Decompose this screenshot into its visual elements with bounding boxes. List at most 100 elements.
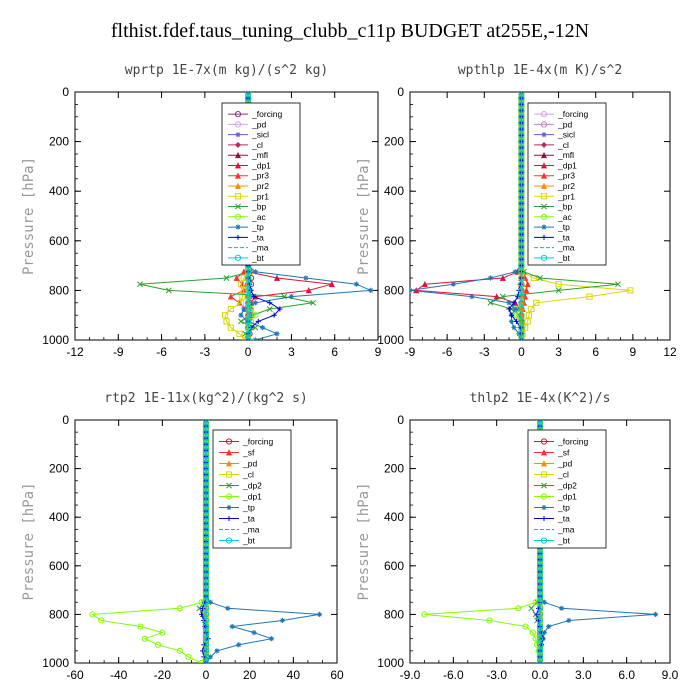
legend-item-bt: _bt	[228, 253, 264, 263]
y-tick-label: 600	[384, 559, 404, 573]
data-point	[202, 441, 210, 448]
data-point	[245, 274, 252, 282]
legend-item-pd: _pd	[219, 459, 257, 469]
y-tick-label: 800	[49, 283, 69, 297]
data-point	[518, 219, 525, 226]
data-point	[524, 318, 531, 325]
data-point	[511, 325, 517, 331]
data-point	[98, 617, 105, 624]
data-point	[202, 574, 210, 582]
data-point	[223, 275, 230, 281]
data-point	[518, 188, 525, 195]
legend-swatch-marker	[235, 203, 241, 210]
data-point	[141, 635, 148, 642]
data-point	[518, 256, 525, 263]
data-point	[518, 194, 525, 201]
data-point	[245, 305, 252, 313]
data-point	[202, 580, 210, 588]
legend-label: _ta	[557, 232, 570, 242]
x-tick-label: 6	[592, 345, 599, 359]
data-point	[202, 501, 210, 509]
x-tick-label: -60	[66, 668, 84, 682]
plot-area	[410, 92, 634, 340]
legend-item-ta: _ta	[228, 232, 264, 242]
panel-title: thlp2 1E-4x(K^2)/s	[470, 391, 611, 406]
legend: _forcing_pd_sicl_cl_mfl_dp1_pr3_pr2_pr1_…	[527, 102, 607, 266]
legend-label: _dp1	[557, 160, 577, 170]
data-point	[536, 617, 544, 624]
data-point	[202, 514, 210, 521]
legend-label: _sf	[242, 448, 255, 458]
data-point	[202, 459, 210, 466]
legend-item-ta: _ta	[534, 514, 570, 524]
x-tick-label: -3	[200, 345, 211, 359]
legend-item-tp: _tp	[534, 222, 570, 232]
legend-swatch-marker	[235, 132, 241, 138]
x-tick-label: -9	[405, 345, 416, 359]
legend-swatch-marker	[541, 482, 547, 489]
data-point	[288, 294, 295, 300]
data-point	[202, 659, 210, 663]
data-point	[245, 287, 252, 294]
data-point	[410, 287, 413, 293]
legend-swatch-marker	[541, 224, 547, 230]
data-point	[245, 92, 252, 96]
legend-swatch-marker	[226, 515, 232, 522]
legend-item-mfl: _mfl	[228, 150, 268, 160]
legend-label: _bp	[557, 202, 572, 212]
data-point	[536, 593, 544, 600]
data-point	[267, 300, 273, 306]
data-point	[303, 275, 309, 281]
x-tick-label: 60	[330, 668, 344, 682]
legend-label: _forcing	[242, 437, 274, 447]
data-point	[202, 647, 210, 654]
data-point	[518, 92, 525, 96]
y-tick-label: 1000	[42, 333, 69, 347]
data-point	[202, 532, 210, 539]
data-point	[537, 275, 543, 281]
legend-label: _bt	[557, 536, 570, 546]
legend-swatch-marker	[234, 193, 242, 200]
data-point	[506, 306, 512, 312]
legend-label: _dp1	[251, 160, 271, 170]
y-tick-label: 0	[397, 413, 404, 427]
data-point	[202, 611, 210, 618]
legend-item-tp: _tp	[228, 222, 264, 232]
y-axis-label: Pressure [hPa]	[21, 157, 37, 275]
data-point	[518, 293, 525, 300]
data-point	[240, 287, 247, 294]
x-tick-label: 9.0	[662, 668, 679, 682]
data-point	[518, 150, 525, 158]
y-tick-label: 400	[384, 184, 404, 198]
legend-swatch-marker	[234, 182, 242, 189]
legend-label: _pr2	[251, 181, 269, 191]
data-point	[518, 200, 525, 207]
data-point	[518, 132, 525, 139]
data-point	[241, 306, 247, 312]
legend-item-ac: _ac	[534, 212, 572, 222]
data-point	[202, 489, 210, 496]
series-dp1	[89, 420, 210, 663]
data-point	[154, 641, 162, 648]
data-point	[202, 544, 210, 551]
data-point	[555, 287, 562, 294]
legend-label: _tp	[251, 222, 264, 232]
legend-swatch-marker	[540, 537, 548, 544]
data-point	[202, 629, 210, 636]
legend-item-sf: _sf	[219, 448, 255, 458]
data-point	[518, 336, 525, 340]
legend-item-ta: _ta	[534, 232, 570, 242]
data-point	[536, 599, 544, 606]
legend-item-pr3: _pr3	[228, 171, 269, 181]
x-tick-label: 6.0	[618, 668, 635, 682]
y-tick-label: 200	[384, 462, 404, 476]
x-tick-label: -9	[113, 345, 124, 359]
data-point	[202, 465, 210, 472]
panel-title: rtp2 1E-11x(kg^2)/(kg^2 s)	[104, 391, 308, 406]
data-point	[536, 611, 544, 618]
legend-swatch-marker	[540, 254, 548, 261]
legend-label: _ma	[557, 243, 575, 253]
legend-item-pd: _pd	[534, 119, 572, 129]
y-tick-label: 600	[49, 559, 69, 573]
legend-label: _forcing	[557, 109, 589, 119]
